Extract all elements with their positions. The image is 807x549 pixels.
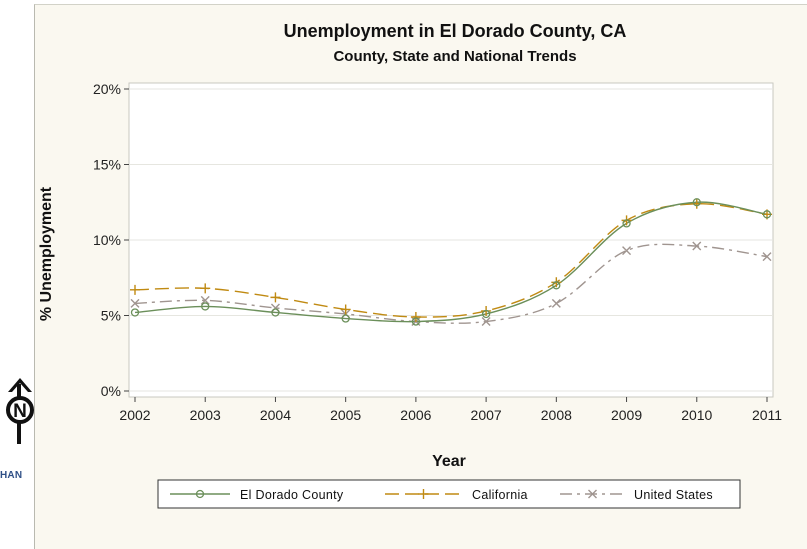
data-point	[551, 298, 561, 308]
y-tick-label: 0%	[101, 383, 121, 399]
x-tick-label: 2011	[752, 407, 782, 423]
data-point	[340, 304, 351, 315]
data-point	[552, 281, 561, 290]
x-tick-label: 2010	[681, 407, 712, 423]
logo-letter: N	[13, 401, 27, 422]
data-point	[200, 295, 210, 305]
legend-label: United States	[634, 488, 713, 502]
y-axis-label: % Unemployment	[38, 186, 55, 321]
x-tick-label: 2003	[190, 407, 221, 423]
data-point	[130, 298, 140, 308]
x-tick-label: 2008	[541, 407, 572, 423]
data-point	[762, 210, 772, 219]
data-point	[411, 317, 421, 326]
chart-title: Unemployment in El Dorado County, CA	[284, 21, 627, 41]
x-axis-label: Year	[432, 453, 466, 470]
x-tick-label: 2004	[260, 407, 291, 423]
chart-subtitle: County, State and National Trends	[333, 48, 576, 65]
series-line-united-states	[134, 243, 768, 324]
data-point	[130, 308, 140, 317]
data-point	[341, 314, 350, 323]
y-tick-label: 10%	[93, 232, 121, 248]
data-point	[270, 292, 281, 303]
legend-marker	[418, 489, 429, 499]
x-tick-label: 2006	[400, 407, 431, 423]
y-tick-label: 15%	[93, 157, 121, 173]
data-point	[201, 302, 210, 311]
data-point	[481, 309, 491, 319]
data-point	[200, 283, 211, 294]
x-tick-label: 2005	[330, 407, 361, 423]
x-tick-label: 2007	[471, 407, 502, 423]
logo-text: HAN	[0, 470, 23, 481]
data-point	[622, 219, 631, 228]
data-point	[692, 241, 702, 251]
series-line-california	[134, 203, 768, 318]
y-tick-label: 20%	[93, 81, 121, 97]
x-tick-label: 2002	[119, 407, 150, 423]
data-point	[622, 246, 632, 256]
y-tick-label: 5%	[101, 308, 121, 324]
series-line-el-dorado-county	[134, 201, 768, 323]
data-point	[130, 284, 140, 295]
data-point	[692, 198, 701, 207]
data-point	[271, 308, 280, 317]
data-point	[481, 317, 491, 327]
x-tick-label: 2009	[611, 407, 642, 423]
legend-marker	[588, 489, 597, 499]
logo-icon: N	[6, 378, 34, 444]
legend-label: El Dorado County	[240, 488, 344, 502]
legend-marker	[195, 489, 205, 499]
data-point	[410, 312, 421, 323]
data-point	[762, 252, 772, 262]
legend-label: California	[472, 488, 528, 502]
